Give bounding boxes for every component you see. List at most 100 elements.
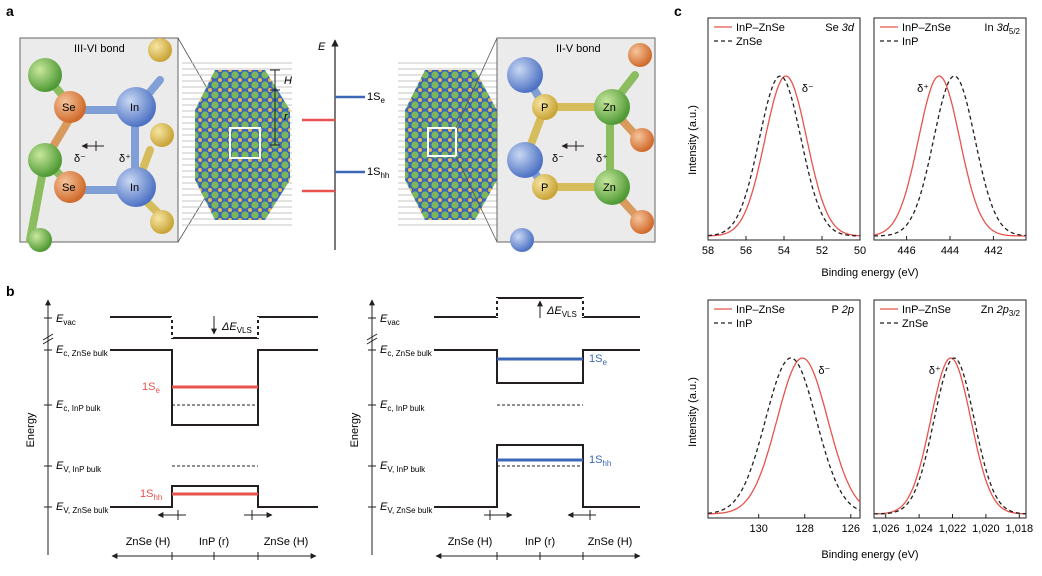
level-1shh-label: 1S [367, 166, 380, 178]
ev-inp-label-right: E [380, 460, 388, 472]
x-tick-label: 442 [984, 245, 1002, 257]
state-1se-right: 1S [589, 353, 602, 365]
svg-text:1Se: 1Se [142, 381, 160, 395]
band-diagram-left: Energy Evac Ec, ZnSe bulk Ec, InP bulk E… [25, 299, 318, 560]
legend-entry: InP–ZnSe [902, 22, 951, 34]
evac-sub-left: vac [63, 318, 75, 327]
chart-title: Se 3d [825, 22, 855, 34]
band-diagram-right: Energy Evac Ec, ZnSe bulk Ec, InP bulk E… [349, 297, 641, 560]
atom-p-top: P [541, 102, 548, 114]
ev-znse-sub-left: V, ZnSe bulk [63, 506, 109, 515]
evac-label-left: E [56, 313, 64, 325]
x-tick-label: 126 [842, 523, 860, 535]
ec-znse-sub-left: c, ZnSe bulk [63, 349, 108, 358]
left-zoom-title: III-VI bond [74, 43, 125, 55]
atom-in-bottom: In [130, 182, 139, 194]
nanocrystal-left: H r [182, 60, 292, 230]
left-delta-plus: δ⁺ [119, 153, 131, 165]
x-label-inp-right: InP (r) [525, 536, 555, 548]
left-zoom-box: III-VI bond Se In Se In δ⁻ δ⁺ [19, 37, 179, 252]
svg-text:1Se: 1Se [589, 353, 607, 367]
xps-chart-2: 446 444 442 InP–ZnSe InP In 3d5/2 δ⁺ [873, 17, 1027, 257]
right-delta-minus: δ⁻ [552, 153, 564, 165]
state-1se-sub-left: e [155, 386, 160, 395]
svg-text:EV, ZnSe bulk: EV, ZnSe bulk [380, 501, 433, 515]
xps-chart-3: 130 128 126 InP–ZnSe InP P 2p δ⁻ [707, 299, 861, 535]
svg-text:EV, InP bulk: EV, InP bulk [56, 460, 102, 474]
peak-shift-annotation: δ⁻ [802, 83, 814, 95]
delta-vls-left: ΔE [221, 321, 237, 333]
chart-frame [707, 299, 861, 519]
ev-inp-label-left: E [56, 460, 64, 472]
legend-entry: InP [736, 318, 753, 330]
state-1se-left: 1S [142, 381, 155, 393]
ec-inp-label-left: E [56, 399, 64, 411]
x-tick-label: 1,018 [1006, 523, 1034, 535]
legend-entry: InP–ZnSe [736, 22, 785, 34]
ec-znse-label-right: E [380, 344, 388, 356]
atom-se-top: Se [62, 102, 75, 114]
delta-vls-sub-left: VLS [237, 326, 252, 335]
svg-text:Ec, ZnSe bulk: Ec, ZnSe bulk [380, 344, 433, 358]
svg-text:1Shh: 1Shh [140, 488, 162, 502]
x-label-znse-right-1: ZnSe (H) [448, 536, 493, 548]
series-line-composite [708, 75, 861, 237]
x-label-znse-left-2: ZnSe (H) [264, 536, 309, 548]
xps-chart-4: 1,026 1,024 1,022 1,020 1,018 InP–ZnSe ZnSe Zn … [872, 299, 1034, 535]
svg-text:Ec, InP bulk: Ec, InP bulk [380, 399, 426, 413]
peak-shift-annotation: δ⁺ [917, 83, 929, 95]
svg-text:1Shh: 1Shh [367, 166, 389, 180]
atom-p-bottom: P [541, 182, 548, 194]
x-label-inp-left: InP (r) [199, 536, 229, 548]
x-label-znse-left-1: ZnSe (H) [126, 536, 171, 548]
series-line-composite [873, 75, 1026, 237]
x-tick-label: 50 [854, 245, 866, 257]
x-tick-label: 54 [778, 245, 790, 257]
series-line-composite [874, 357, 1027, 515]
panel-a-label: a [6, 3, 14, 19]
ec-inp-label-right: E [380, 399, 388, 411]
svg-text:1Se: 1Se [367, 91, 385, 105]
x-tick-label: 130 [749, 523, 767, 535]
energy-label-right: Energy [349, 412, 361, 447]
xlabel-bottom: Binding energy (eV) [821, 549, 918, 561]
series-line-reference [707, 75, 860, 237]
level-1se-sub: e [380, 96, 385, 105]
legend-entry: InP–ZnSe [902, 304, 951, 316]
svg-text:EV, InP bulk: EV, InP bulk [380, 460, 426, 474]
chart-title: P 2p [832, 304, 854, 316]
atom-se-bottom: Se [62, 182, 75, 194]
state-1shh-sub-right: hh [602, 459, 611, 468]
svg-text:Evac: Evac [380, 313, 400, 327]
xps-chart-1: 58 56 54 52 50 InP–ZnSe ZnSe Se 3d δ⁻ [702, 17, 866, 257]
peak-shift-annotation: δ⁺ [929, 365, 941, 377]
svg-text:EV, ZnSe bulk: EV, ZnSe bulk [56, 501, 109, 515]
right-delta-plus: δ⁺ [596, 153, 608, 165]
ec-znse-sub-right: c, ZnSe bulk [387, 349, 432, 358]
svg-text:Evac: Evac [56, 313, 76, 327]
x-tick-label: 444 [941, 245, 959, 257]
legend-entry: ZnSe [902, 318, 928, 330]
ec-znse-label-left: E [56, 344, 64, 356]
energy-level-diagram: E 1Se 1Shh [302, 39, 389, 250]
panel-c-label: c [674, 3, 682, 19]
left-delta-minus: δ⁻ [74, 153, 86, 165]
chart-frame [873, 17, 1027, 241]
svg-text:Ec, InP bulk: Ec, InP bulk [56, 399, 102, 413]
chart-frame [873, 299, 1027, 519]
state-1shh-sub-left: hh [153, 493, 162, 502]
ev-znse-sub-right: V, ZnSe bulk [387, 506, 433, 515]
svg-text:ΔEVLS: ΔEVLS [546, 305, 577, 319]
level-1se-label: 1S [367, 91, 380, 103]
series-line-reference [874, 357, 1026, 515]
chart-title: In 3d5/2 [984, 22, 1020, 36]
nc-label-r: r [284, 111, 289, 123]
right-zoom-title: II-V bond [556, 43, 601, 55]
ev-inp-sub-right: V, InP bulk [387, 465, 426, 474]
svg-text:ΔEVLS: ΔEVLS [221, 321, 252, 335]
atom-in-top: In [130, 102, 139, 114]
state-1shh-left: 1S [140, 488, 153, 500]
evac-sub-right: vac [387, 318, 399, 327]
legend-entry: ZnSe [736, 36, 762, 48]
x-tick-label: 1,020 [972, 523, 1000, 535]
